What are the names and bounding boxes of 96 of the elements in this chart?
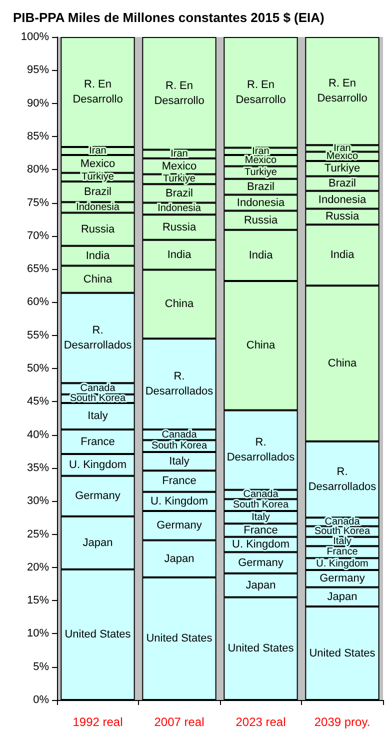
text: Iran: [89, 146, 106, 157]
text: United States: [309, 647, 376, 660]
y-tick-label: 10%: [26, 628, 50, 640]
text: U. Kingdom: [150, 495, 208, 508]
x-tick-label: 2023 real: [236, 715, 286, 729]
text: Turkiye: [82, 172, 114, 183]
y-tick-label: 0%: [33, 694, 50, 706]
text: Russia: [244, 214, 278, 226]
text: U. Kingdom: [69, 458, 126, 471]
series-label: China: [83, 273, 113, 286]
y-tick-label: 40%: [26, 428, 50, 441]
y-tick-label: 15%: [26, 594, 50, 607]
text: Brazil: [84, 186, 112, 198]
y-tick-label: 90%: [26, 97, 50, 110]
y-tick-label: 60%: [26, 296, 50, 308]
text: Canada: [324, 516, 360, 528]
text: South Korea: [70, 393, 126, 404]
text: Canada: [243, 488, 278, 500]
text: Turkiye: [163, 174, 196, 185]
text: R. Desarrollados: [64, 324, 132, 352]
y-tick-label: 85%: [26, 130, 50, 142]
series-label: United States: [64, 628, 132, 641]
y-tick-label: 5%: [33, 660, 50, 673]
y-tick-label: 25%: [26, 528, 50, 540]
text: Indonesia: [318, 194, 366, 206]
y-tick-label: 55%: [26, 329, 50, 342]
series-label: India: [86, 250, 111, 262]
text: Mexico: [80, 158, 116, 170]
text: South Korea: [314, 526, 370, 538]
text: Mexico: [326, 150, 358, 162]
x-tick-label: 2039 proy.: [314, 715, 370, 729]
text: Italy: [88, 410, 108, 422]
series-label: Japan: [327, 590, 358, 603]
text: Indonesia: [236, 196, 285, 209]
text: United States: [146, 632, 212, 645]
text: Mexico: [162, 160, 197, 172]
series-label: R. Desarrollados: [226, 436, 296, 464]
text: Turkiye: [324, 162, 360, 175]
text: R. En Desarrollo: [236, 78, 286, 106]
text: R. Desarrollados: [145, 370, 214, 398]
series-label: Russia: [325, 210, 360, 223]
y-tick-label: 35%: [26, 462, 50, 474]
series-label: France: [326, 546, 358, 558]
text: South Korea: [232, 500, 289, 511]
series-label: Brazil: [328, 178, 356, 190]
x-tick-label: 1992 real: [72, 715, 123, 729]
text: India: [330, 249, 354, 262]
y-tick-label: 100%: [20, 31, 50, 43]
text: Germany: [238, 556, 284, 569]
text: China: [328, 358, 357, 370]
series-label: Mexico: [244, 155, 278, 166]
text: R. En Desarrollo: [154, 80, 204, 107]
x-tick-label: 2007 real: [154, 715, 204, 729]
series-label: Italy: [252, 512, 270, 523]
text: France: [162, 475, 196, 488]
text: France: [80, 436, 115, 448]
y-tick-label: 65%: [26, 263, 50, 276]
y-tick-label: 80%: [26, 164, 50, 176]
chart-title: PIB-PPA Miles de Millones constantes 2015 $ (EIA): [13, 10, 324, 25]
text: Brazil: [246, 180, 275, 193]
text: Italy: [169, 455, 190, 468]
series-label: R. En Desarrollo: [317, 78, 368, 105]
text: Brazil: [165, 187, 194, 200]
text: R. En Desarrollo: [72, 78, 123, 106]
text: Russia: [80, 223, 115, 236]
series-label: Turkiye: [244, 167, 278, 178]
text: India: [167, 248, 192, 261]
text: Germany: [75, 490, 120, 502]
y-tick-label: 30%: [26, 495, 50, 508]
series-label: South Korea: [151, 440, 208, 452]
text: United States: [228, 642, 294, 655]
text: France: [244, 524, 278, 536]
text: Japan: [82, 536, 113, 549]
text: China: [246, 340, 276, 352]
text: India: [248, 249, 273, 262]
y-tick-label: 70%: [26, 230, 50, 242]
series-label: Iran: [170, 148, 188, 160]
series-label: U. Kingdom: [316, 558, 368, 570]
y-tick-label: 50%: [26, 362, 50, 374]
text: Indonesia: [76, 202, 120, 213]
text: U. Kingdom: [232, 538, 290, 551]
text: Japan: [246, 579, 276, 592]
text: Italy: [333, 536, 352, 548]
y-tick-label: 45%: [26, 396, 50, 408]
series-label: Canada: [80, 383, 116, 394]
series-label: Germany: [320, 572, 366, 585]
text: R. Desarrollados: [308, 466, 376, 494]
series-label: Indonesia: [158, 203, 202, 214]
text: Germany: [156, 520, 202, 532]
text: Canada: [162, 429, 197, 440]
text: Japan: [164, 552, 194, 565]
text: China: [164, 298, 194, 310]
y-tick-label: 20%: [26, 561, 50, 574]
text: Russia: [162, 221, 196, 234]
y-tick-label: 75%: [26, 196, 50, 209]
y-tick-label: 95%: [26, 64, 50, 76]
